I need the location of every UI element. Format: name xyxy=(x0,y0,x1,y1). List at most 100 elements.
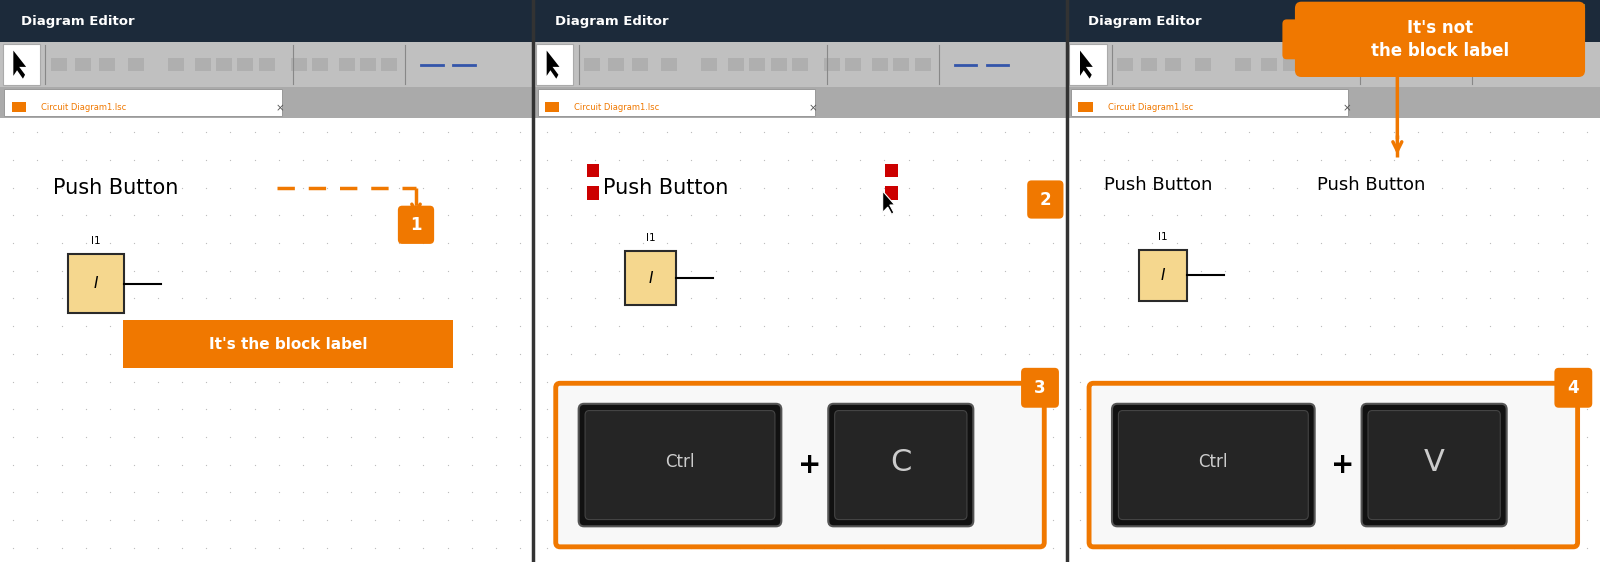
FancyBboxPatch shape xyxy=(1282,20,1320,59)
Text: ×: × xyxy=(1342,103,1350,113)
FancyBboxPatch shape xyxy=(0,0,533,42)
FancyBboxPatch shape xyxy=(584,58,600,71)
FancyBboxPatch shape xyxy=(11,102,26,112)
FancyBboxPatch shape xyxy=(67,254,123,314)
FancyBboxPatch shape xyxy=(579,404,781,526)
Text: Push Button: Push Button xyxy=(1317,176,1426,194)
FancyBboxPatch shape xyxy=(1067,118,1600,562)
Text: ×: × xyxy=(810,103,818,113)
FancyBboxPatch shape xyxy=(3,44,40,85)
FancyBboxPatch shape xyxy=(1362,404,1507,526)
FancyBboxPatch shape xyxy=(1405,58,1421,71)
Text: I1: I1 xyxy=(1158,232,1168,242)
FancyBboxPatch shape xyxy=(216,58,232,71)
FancyBboxPatch shape xyxy=(1195,58,1211,71)
FancyBboxPatch shape xyxy=(1261,58,1277,71)
FancyBboxPatch shape xyxy=(749,58,765,71)
Polygon shape xyxy=(883,191,894,215)
Text: Diagram Editor: Diagram Editor xyxy=(555,15,669,28)
FancyBboxPatch shape xyxy=(0,42,533,87)
FancyBboxPatch shape xyxy=(587,186,600,200)
FancyBboxPatch shape xyxy=(237,58,253,71)
Text: 2: 2 xyxy=(1040,191,1051,209)
Text: ×: × xyxy=(275,103,285,113)
FancyBboxPatch shape xyxy=(360,58,376,71)
FancyBboxPatch shape xyxy=(885,186,898,200)
Text: I: I xyxy=(648,271,653,285)
Text: 1: 1 xyxy=(410,216,422,234)
Text: I1: I1 xyxy=(91,236,101,246)
Text: 5: 5 xyxy=(1296,30,1307,48)
FancyBboxPatch shape xyxy=(586,410,774,519)
FancyBboxPatch shape xyxy=(792,58,808,71)
FancyBboxPatch shape xyxy=(1141,58,1157,71)
FancyBboxPatch shape xyxy=(128,58,144,71)
FancyBboxPatch shape xyxy=(0,118,533,562)
FancyBboxPatch shape xyxy=(626,252,675,305)
FancyBboxPatch shape xyxy=(845,58,861,71)
FancyBboxPatch shape xyxy=(536,44,573,85)
FancyBboxPatch shape xyxy=(1283,58,1299,71)
FancyBboxPatch shape xyxy=(75,58,91,71)
FancyBboxPatch shape xyxy=(1027,180,1064,219)
Text: Diagram Editor: Diagram Editor xyxy=(21,15,134,28)
FancyBboxPatch shape xyxy=(1235,58,1251,71)
Text: V: V xyxy=(1424,448,1445,477)
FancyBboxPatch shape xyxy=(5,89,282,116)
FancyBboxPatch shape xyxy=(829,404,973,526)
Text: Circuit Diagram1.lsc: Circuit Diagram1.lsc xyxy=(1107,103,1194,112)
FancyBboxPatch shape xyxy=(538,89,814,116)
FancyBboxPatch shape xyxy=(1294,2,1586,77)
FancyBboxPatch shape xyxy=(1325,58,1341,71)
Text: 4: 4 xyxy=(1568,379,1579,397)
FancyBboxPatch shape xyxy=(1021,368,1059,408)
FancyBboxPatch shape xyxy=(824,58,840,71)
Text: It's not
the block label: It's not the block label xyxy=(1371,19,1509,60)
FancyBboxPatch shape xyxy=(1165,58,1181,71)
FancyBboxPatch shape xyxy=(661,58,677,71)
FancyBboxPatch shape xyxy=(0,87,533,118)
FancyBboxPatch shape xyxy=(1536,4,1584,38)
Text: Diagram Editor: Diagram Editor xyxy=(1088,15,1202,28)
FancyBboxPatch shape xyxy=(1067,42,1600,87)
FancyBboxPatch shape xyxy=(1483,4,1531,38)
Text: I1: I1 xyxy=(646,233,656,243)
FancyBboxPatch shape xyxy=(701,58,717,71)
FancyBboxPatch shape xyxy=(1357,58,1373,71)
Text: I: I xyxy=(94,277,98,291)
FancyBboxPatch shape xyxy=(312,58,328,71)
FancyBboxPatch shape xyxy=(1448,58,1464,71)
FancyBboxPatch shape xyxy=(99,58,115,71)
Text: I: I xyxy=(1160,268,1165,283)
Polygon shape xyxy=(13,51,26,79)
FancyBboxPatch shape xyxy=(195,58,211,71)
Text: GF: GF xyxy=(1554,16,1566,26)
FancyBboxPatch shape xyxy=(555,383,1045,547)
FancyBboxPatch shape xyxy=(835,410,966,519)
FancyBboxPatch shape xyxy=(1555,368,1592,408)
Text: Circuit Diagram1.lsc: Circuit Diagram1.lsc xyxy=(574,103,659,112)
FancyBboxPatch shape xyxy=(123,320,453,368)
FancyBboxPatch shape xyxy=(1117,58,1133,71)
FancyBboxPatch shape xyxy=(1379,58,1395,71)
Text: Circuit Diagram1.lsc: Circuit Diagram1.lsc xyxy=(42,103,126,112)
FancyBboxPatch shape xyxy=(1067,0,1600,42)
Text: Push Button: Push Button xyxy=(1104,176,1213,194)
Text: Ctrl: Ctrl xyxy=(1198,453,1229,472)
FancyBboxPatch shape xyxy=(728,58,744,71)
FancyBboxPatch shape xyxy=(1427,58,1443,71)
FancyBboxPatch shape xyxy=(1139,250,1187,301)
Text: +: + xyxy=(1331,451,1355,479)
FancyBboxPatch shape xyxy=(893,58,909,71)
FancyBboxPatch shape xyxy=(771,58,787,71)
FancyBboxPatch shape xyxy=(608,58,624,71)
Text: C: C xyxy=(890,448,912,477)
Polygon shape xyxy=(1080,51,1093,79)
FancyBboxPatch shape xyxy=(1118,410,1309,519)
Text: It's the block label: It's the block label xyxy=(208,337,368,352)
FancyBboxPatch shape xyxy=(1069,44,1107,85)
FancyBboxPatch shape xyxy=(546,102,560,112)
FancyBboxPatch shape xyxy=(398,206,434,244)
FancyBboxPatch shape xyxy=(1090,383,1578,547)
Text: Ctrl: Ctrl xyxy=(666,453,694,472)
